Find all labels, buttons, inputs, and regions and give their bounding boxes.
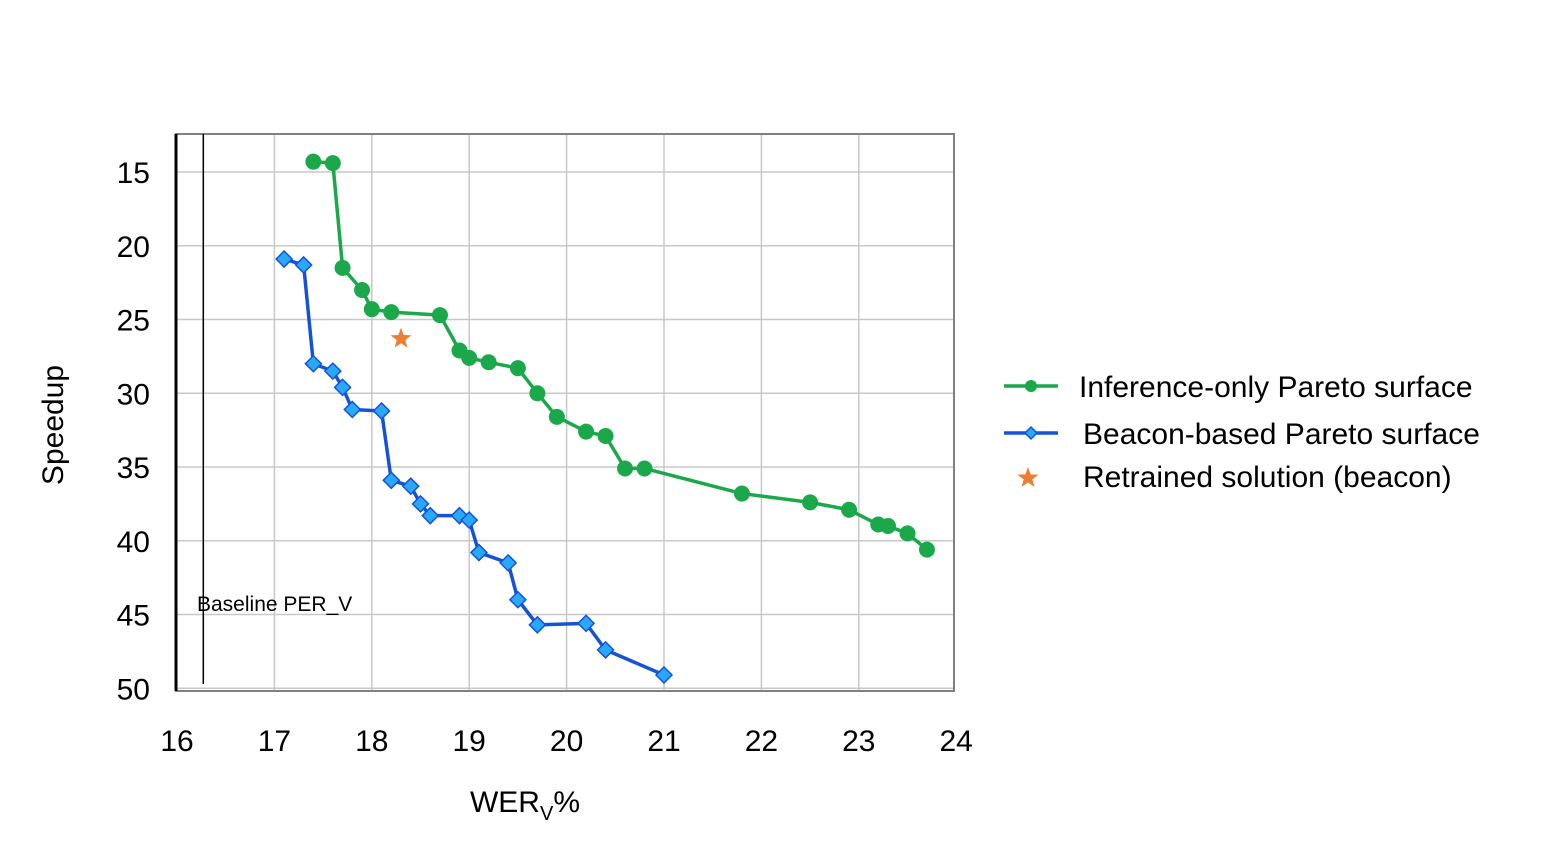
x-axis-title-main: WER [470,786,540,819]
x-tick-label: 22 [745,725,778,758]
data-point-beacon-based [372,401,391,421]
data-point-inference-only [383,304,400,321]
legend: Inference-only Pareto surface Beacon-base… [1004,371,1480,494]
series-line-inference-only [313,159,929,551]
legend-label: Inference-only Pareto surface [1079,371,1473,404]
y-tick-label: 20 [117,231,150,264]
data-point-inference-only [548,408,565,425]
data-point-inference-only [363,301,380,318]
data-point-inference-only [636,460,653,477]
x-tick-label: 20 [550,725,583,758]
data-point-inference-only [899,525,916,542]
data-point-beacon-based [333,378,352,397]
legend-label: Retrained solution (beacon) [1083,461,1452,494]
data-point-retrained-star [390,327,412,348]
data-point-inference-only [334,259,351,276]
data-point-inference-only [802,494,819,511]
series-inference-only [305,153,935,558]
data-point-inference-only [841,501,858,518]
data-point-inference-only [529,385,546,402]
data-point-inference-only [597,428,614,445]
data-point-inference-only [461,349,478,366]
legend-item: Inference-only Pareto surface [1004,371,1473,404]
data-point-beacon-based [411,494,430,513]
data-point-beacon-based [323,362,342,381]
data-point-beacon-based [654,665,674,685]
baseline-label: Baseline PER_V [197,593,352,616]
y-tick-label: 35 [117,452,150,485]
grid-lines [176,134,954,691]
data-point-inference-only [324,155,341,172]
y-tick-label: 15 [117,157,150,190]
x-tick-labels: 16 17 18 19 20 21 22 23 24 [160,725,973,758]
data-point-inference-only [354,282,371,298]
y-tick-label: 45 [117,600,150,633]
x-tick-label: 17 [258,725,291,758]
x-axis-title: WERV% [470,786,580,825]
x-axis-title-subscript: V [540,803,554,825]
data-point-beacon-based [528,615,547,634]
data-point-beacon-based [382,471,401,490]
data-point-beacon-based [294,255,313,274]
y-tick-label: 50 [117,673,150,706]
legend-marker-beacon-based [1023,425,1039,441]
data-point-beacon-based [304,354,323,373]
x-tick-label: 23 [842,725,875,758]
x-tick-label: 21 [647,725,680,758]
x-tick-label: 18 [355,725,388,758]
data-point-inference-only [918,541,935,558]
data-point-inference-only [880,518,897,534]
data-point-inference-only [480,354,497,371]
legend-item: Retrained solution (beacon) [1017,461,1452,494]
series-layer [275,153,935,685]
legend-item: Beacon-based Pareto surface [1004,418,1480,451]
data-point-beacon-based [460,511,479,530]
x-tick-label: 16 [160,725,193,758]
data-point-inference-only [431,307,448,324]
data-point-beacon-based [469,543,489,562]
data-point-inference-only [617,460,634,477]
y-tick-label: 40 [117,526,150,559]
data-point-inference-only [305,153,322,170]
data-point-beacon-based [499,553,518,572]
x-tick-label: 19 [453,725,486,758]
series-beacon-based [275,249,674,685]
x-tick-label: 24 [940,725,973,758]
legend-label: Beacon-based Pareto surface [1083,418,1480,451]
data-point-beacon-based [401,477,420,496]
legend-marker-retrained-star [1017,467,1039,487]
data-point-beacon-based [343,400,362,419]
x-axis-title-suffix: % [553,786,580,819]
y-tick-label: 30 [117,378,150,411]
y-axis-title: Speedup [37,365,70,485]
data-point-beacon-based [421,506,440,525]
data-point-beacon-based [596,640,615,659]
data-point-inference-only [733,485,750,502]
y-tick-labels: 15 20 25 30 35 40 45 50 [117,157,150,706]
data-point-inference-only [509,360,526,377]
data-point-inference-only [578,423,595,440]
data-point-beacon-based [275,249,294,269]
y-tick-label: 25 [117,305,150,338]
legend-marker-inference-only [1025,380,1037,392]
data-point-beacon-based [577,614,596,633]
data-point-beacon-based [508,590,527,609]
